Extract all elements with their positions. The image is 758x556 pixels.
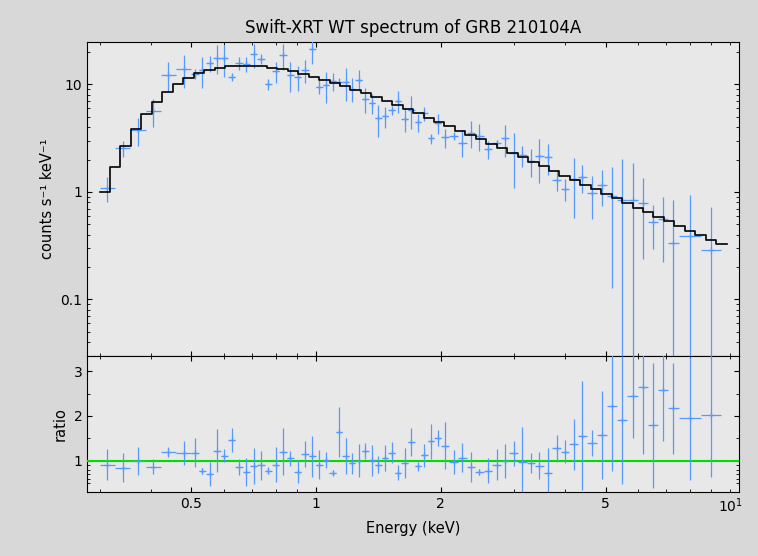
Y-axis label: ratio: ratio xyxy=(53,407,68,441)
Title: Swift-XRT WT spectrum of GRB 210104A: Swift-XRT WT spectrum of GRB 210104A xyxy=(245,19,581,37)
X-axis label: Energy (keV): Energy (keV) xyxy=(366,521,460,536)
Y-axis label: counts s⁻¹ keV⁻¹: counts s⁻¹ keV⁻¹ xyxy=(39,138,55,259)
